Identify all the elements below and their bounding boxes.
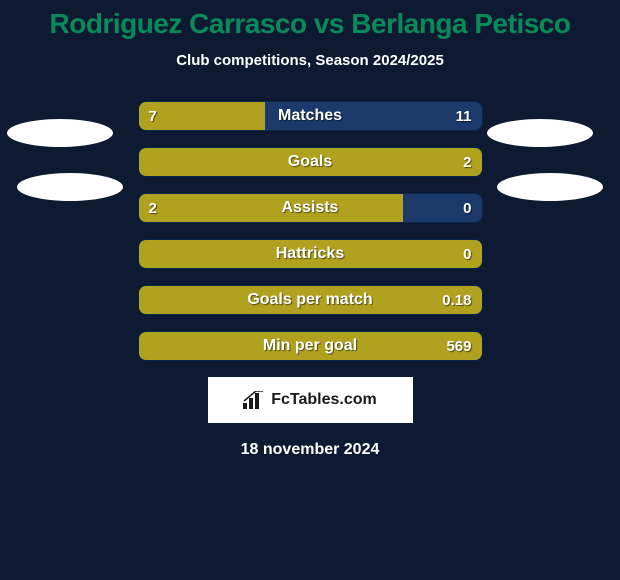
player-left-avatar-2 <box>17 173 123 201</box>
bar-value-right: 0 <box>463 194 471 222</box>
stat-bar: Goals per match0.18 <box>138 285 483 315</box>
stat-bar: Matches7 11 <box>138 101 483 131</box>
subtitle: Club competitions, Season 2024/2025 <box>0 52 620 69</box>
bar-value-right: 0.18 <box>442 286 471 314</box>
bars-container: Matches711Goals2Assists20Hattricks0Goals… <box>138 101 483 361</box>
bar-value-right: 2 <box>463 148 471 176</box>
bar-label: Matches <box>139 102 482 130</box>
stat-bar: Goals2 <box>138 147 483 177</box>
player-right-avatar-1 <box>487 119 593 147</box>
player-left-avatar-1 <box>7 119 113 147</box>
bar-label: Min per goal <box>139 332 482 360</box>
comparison-infographic: Rodriguez Carrasco vs Berlanga Petisco C… <box>0 0 620 580</box>
bar-value-left: 2 <box>149 194 157 222</box>
bar-label: Goals per match <box>139 286 482 314</box>
player-right-avatar-2 <box>497 173 603 201</box>
chart-area: Matches711Goals2Assists20Hattricks0Goals… <box>0 101 620 361</box>
stat-bar: Min per goal569 <box>138 331 483 361</box>
bar-label: Goals <box>139 148 482 176</box>
bar-value-right: 0 <box>463 240 471 268</box>
date-text: 18 november 2024 <box>0 441 620 459</box>
bar-value-left: 7 <box>149 102 157 130</box>
bar-value-right: 569 <box>446 332 471 360</box>
bar-label: Hattricks <box>139 240 482 268</box>
watermark-text: FcTables.com <box>271 391 377 409</box>
watermark-icon <box>243 391 265 409</box>
page-title: Rodriguez Carrasco vs Berlanga Petisco <box>0 0 620 40</box>
bar-label: Assists <box>139 194 482 222</box>
stat-bar: Assists2 0 <box>138 193 483 223</box>
watermark: FcTables.com <box>208 377 413 423</box>
bar-value-right: 11 <box>456 102 472 130</box>
stat-bar: Hattricks0 <box>138 239 483 269</box>
